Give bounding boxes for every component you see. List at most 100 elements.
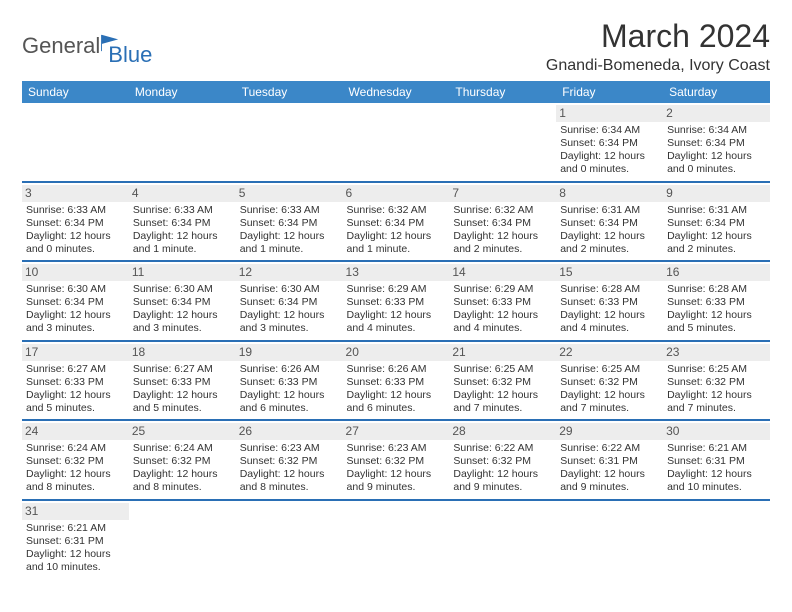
calendar-cell: [129, 103, 236, 182]
day-info: Sunrise: 6:34 AMSunset: 6:34 PMDaylight:…: [560, 124, 659, 177]
calendar-week: 31 Sunrise: 6:21 AMSunset: 6:31 PMDayligh…: [22, 500, 770, 579]
month-title: March 2024: [546, 18, 770, 55]
day-number: 27: [343, 423, 450, 440]
day-number: 15: [556, 264, 663, 281]
day-info: Sunrise: 6:25 AMSunset: 6:32 PMDaylight:…: [453, 363, 552, 416]
day-info: Sunrise: 6:25 AMSunset: 6:32 PMDaylight:…: [667, 363, 766, 416]
calendar-cell: 17 Sunrise: 6:27 AMSunset: 6:33 PMDayligh…: [22, 341, 129, 421]
header: General Blue March 2024 Gnandi-Bomeneda,…: [22, 18, 770, 75]
calendar-cell: [129, 500, 236, 579]
calendar-cell: [236, 103, 343, 182]
day-info: Sunrise: 6:31 AMSunset: 6:34 PMDaylight:…: [667, 204, 766, 257]
day-header: Thursday: [449, 81, 556, 103]
day-number: 29: [556, 423, 663, 440]
day-info: Sunrise: 6:23 AMSunset: 6:32 PMDaylight:…: [240, 442, 339, 495]
calendar-cell: 12Sunrise: 6:30 AMSunset: 6:34 PMDayligh…: [236, 261, 343, 341]
calendar-cell: 24 Sunrise: 6:24 AMSunset: 6:32 PMDayligh…: [22, 420, 129, 500]
day-info: Sunrise: 6:22 AMSunset: 6:32 PMDaylight:…: [453, 442, 552, 495]
day-number: 4: [129, 185, 236, 202]
day-info: Sunrise: 6:24 AMSunset: 6:32 PMDaylight:…: [26, 442, 125, 495]
calendar-cell: 11 Sunrise: 6:30 AMSunset: 6:34 PMDayligh…: [129, 261, 236, 341]
day-info: Sunrise: 6:28 AMSunset: 6:33 PMDaylight:…: [667, 283, 766, 336]
day-info: Sunrise: 6:27 AMSunset: 6:33 PMDaylight:…: [26, 363, 125, 416]
day-header: Saturday: [663, 81, 770, 103]
day-number: 11: [129, 264, 236, 281]
calendar-cell: 2 Sunrise: 6:34 AMSunset: 6:34 PMDaylight…: [663, 103, 770, 182]
day-number: 5: [236, 185, 343, 202]
day-info: Sunrise: 6:24 AMSunset: 6:32 PMDaylight:…: [133, 442, 232, 495]
calendar-cell: [449, 500, 556, 579]
day-info: Sunrise: 6:30 AMSunset: 6:34 PMDaylight:…: [133, 283, 232, 336]
day-info: Sunrise: 6:33 AMSunset: 6:34 PMDaylight:…: [133, 204, 232, 257]
day-info: Sunrise: 6:34 AMSunset: 6:34 PMDaylight:…: [667, 124, 766, 177]
day-info: Sunrise: 6:32 AMSunset: 6:34 PMDaylight:…: [453, 204, 552, 257]
day-number: 8: [556, 185, 663, 202]
calendar-cell: 15 Sunrise: 6:28 AMSunset: 6:33 PMDayligh…: [556, 261, 663, 341]
day-number: 28: [449, 423, 556, 440]
calendar-cell: 6 Sunrise: 6:32 AMSunset: 6:34 PMDaylight…: [343, 182, 450, 262]
calendar-week: 3Sunrise: 6:33 AMSunset: 6:34 PMDaylight…: [22, 182, 770, 262]
calendar-cell: 29 Sunrise: 6:22 AMSunset: 6:31 PMDayligh…: [556, 420, 663, 500]
day-number: 10: [22, 264, 129, 281]
calendar-cell: 22Sunrise: 6:25 AMSunset: 6:32 PMDayligh…: [556, 341, 663, 421]
calendar-table: SundayMondayTuesdayWednesdayThursdayFrid…: [22, 81, 770, 578]
brand-logo: General Blue: [22, 24, 152, 68]
calendar-cell: 8 Sunrise: 6:31 AMSunset: 6:34 PMDaylight…: [556, 182, 663, 262]
day-info: Sunrise: 6:21 AMSunset: 6:31 PMDaylight:…: [667, 442, 766, 495]
day-info: Sunrise: 6:31 AMSunset: 6:34 PMDaylight:…: [560, 204, 659, 257]
title-block: March 2024 Gnandi-Bomeneda, Ivory Coast: [546, 18, 770, 75]
day-number: 2: [663, 105, 770, 122]
calendar-cell: 10 Sunrise: 6:30 AMSunset: 6:34 PMDayligh…: [22, 261, 129, 341]
calendar-cell: 20Sunrise: 6:26 AMSunset: 6:33 PMDayligh…: [343, 341, 450, 421]
day-number: 7: [449, 185, 556, 202]
calendar-cell: 23Sunrise: 6:25 AMSunset: 6:32 PMDayligh…: [663, 341, 770, 421]
day-info: Sunrise: 6:21 AMSunset: 6:31 PMDaylight:…: [26, 522, 125, 575]
days-of-week-row: SundayMondayTuesdayWednesdayThursdayFrid…: [22, 81, 770, 103]
day-info: Sunrise: 6:30 AMSunset: 6:34 PMDaylight:…: [240, 283, 339, 336]
day-info: Sunrise: 6:29 AMSunset: 6:33 PMDaylight:…: [347, 283, 446, 336]
calendar-cell: 3Sunrise: 6:33 AMSunset: 6:34 PMDaylight…: [22, 182, 129, 262]
day-number: 6: [343, 185, 450, 202]
day-number: 1: [556, 105, 663, 122]
calendar-cell: 25Sunrise: 6:24 AMSunset: 6:32 PMDayligh…: [129, 420, 236, 500]
calendar-cell: 21 Sunrise: 6:25 AMSunset: 6:32 PMDayligh…: [449, 341, 556, 421]
day-info: Sunrise: 6:30 AMSunset: 6:34 PMDaylight:…: [26, 283, 125, 336]
day-number: 21: [449, 344, 556, 361]
calendar-week: 10Sunrise: 6:30 AMSunset: 6:34 PMDayligh…: [22, 261, 770, 341]
day-number: 31: [22, 503, 129, 520]
day-info: Sunrise: 6:28 AMSunset: 6:33 PMDaylight:…: [560, 283, 659, 336]
calendar-cell: [343, 500, 450, 579]
day-number: 13: [343, 264, 450, 281]
calendar-cell: 5Sunrise: 6:33 AMSunset: 6:34 PMDaylight…: [236, 182, 343, 262]
day-info: Sunrise: 6:32 AMSunset: 6:34 PMDaylight:…: [347, 204, 446, 257]
calendar-cell: [22, 103, 129, 182]
day-number: 9: [663, 185, 770, 202]
calendar-week: 1Sunrise: 6:34 AMSunset: 6:34 PMDaylight…: [22, 103, 770, 182]
day-number: 17: [22, 344, 129, 361]
calendar-cell: 1 Sunrise: 6:34 AMSunset: 6:34 PMDaylight…: [556, 103, 663, 182]
calendar-cell: [556, 500, 663, 579]
day-number: 22: [556, 344, 663, 361]
day-info: Sunrise: 6:26 AMSunset: 6:33 PMDaylight:…: [240, 363, 339, 416]
calendar-cell: 18 Sunrise: 6:27 AMSunset: 6:33 PMDayligh…: [129, 341, 236, 421]
day-number: 24: [22, 423, 129, 440]
calendar-cell: 19 Sunrise: 6:26 AMSunset: 6:33 PMDayligh…: [236, 341, 343, 421]
day-info: Sunrise: 6:23 AMSunset: 6:32 PMDaylight:…: [347, 442, 446, 495]
calendar-cell: 28 Sunrise: 6:22 AMSunset: 6:32 PMDayligh…: [449, 420, 556, 500]
day-number: 19: [236, 344, 343, 361]
calendar-week: 17Sunrise: 6:27 AMSunset: 6:33 PMDayligh…: [22, 341, 770, 421]
day-number: 18: [129, 344, 236, 361]
calendar-cell: 27 Sunrise: 6:23 AMSunset: 6:32 PMDayligh…: [343, 420, 450, 500]
day-header: Wednesday: [343, 81, 450, 103]
location-label: Gnandi-Bomeneda, Ivory Coast: [546, 57, 770, 75]
calendar-cell: 26 Sunrise: 6:23 AMSunset: 6:32 PMDayligh…: [236, 420, 343, 500]
day-info: Sunrise: 6:27 AMSunset: 6:33 PMDaylight:…: [133, 363, 232, 416]
day-number: 16: [663, 264, 770, 281]
day-number: 20: [343, 344, 450, 361]
calendar-cell: 16 Sunrise: 6:28 AMSunset: 6:33 PMDayligh…: [663, 261, 770, 341]
calendar-body: 1Sunrise: 6:34 AMSunset: 6:34 PMDaylight…: [22, 103, 770, 578]
calendar-cell: 31 Sunrise: 6:21 AMSunset: 6:31 PMDayligh…: [22, 500, 129, 579]
day-info: Sunrise: 6:22 AMSunset: 6:31 PMDaylight:…: [560, 442, 659, 495]
calendar-cell: [343, 103, 450, 182]
day-number: 26: [236, 423, 343, 440]
